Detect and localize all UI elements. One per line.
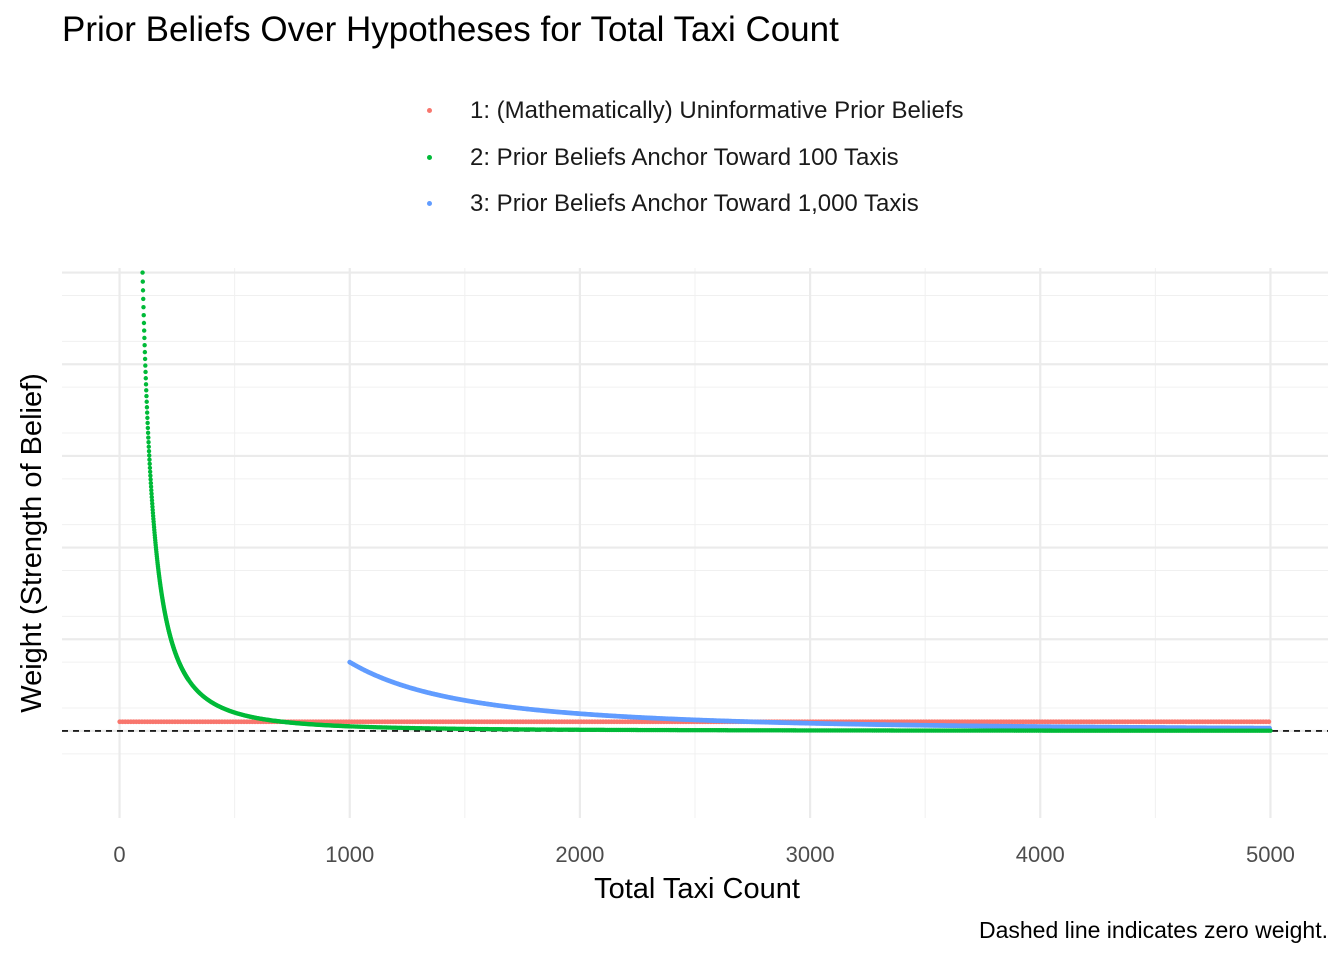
series-2-point: [143, 369, 148, 375]
series-2-point: [147, 465, 153, 471]
series-2-point: [141, 312, 146, 318]
legend-item-series-1: 1: (Mathematically) Uninformative Prior …: [420, 88, 964, 135]
y-axis-title: Weight (Strength of Belief): [16, 373, 48, 713]
legend-label-series-3: 3: Prior Beliefs Anchor Toward 1,000 Tax…: [470, 190, 919, 218]
series-2-point: [149, 488, 154, 493]
series-2-point: [148, 477, 153, 482]
series-2-point: [144, 410, 150, 415]
series-2-point: [142, 335, 147, 341]
series-2-point: [144, 388, 149, 393]
series-2-point: [149, 491, 154, 496]
series-2-point: [145, 415, 150, 421]
series-2-point: [146, 435, 151, 440]
legend-key-series-1: [420, 101, 440, 121]
series-2-point: [147, 453, 152, 458]
x-tick-labels: 0 1000 2000 3000 4000 5000: [113, 842, 1295, 867]
legend-label-series-1: 1: (Mathematically) Uninformative Prior …: [470, 97, 964, 125]
legend-label-series-2: 2: Prior Beliefs Anchor Toward 100 Taxis: [470, 143, 899, 171]
x-tick-label: 1000: [325, 842, 374, 867]
series-2-point: [146, 448, 152, 454]
series-2-point: [146, 440, 151, 445]
series-2-point: [141, 304, 146, 310]
chart-title: Prior Beliefs Over Hypotheses for Total …: [62, 10, 839, 49]
series-2-point: [144, 393, 149, 399]
series-2-point: [141, 320, 147, 326]
series-2-point: [144, 405, 150, 410]
x-tick-label: 5000: [1246, 842, 1295, 867]
series-2-point: [149, 498, 155, 503]
series-2-point: [147, 457, 152, 462]
series-2-point: [140, 270, 145, 275]
legend-item-series-3: 3: Prior Beliefs Anchor Toward 1,000 Tax…: [420, 181, 964, 228]
series-2-point: [142, 356, 148, 362]
series-2-point: [141, 328, 147, 333]
series-2-point: [146, 444, 151, 449]
series-2-point: [143, 376, 148, 381]
series-1-point: [1266, 719, 1272, 725]
series-2-point: [140, 288, 146, 293]
x-tick-label: 0: [113, 842, 125, 867]
series-2-point: [1268, 728, 1273, 733]
series-2-point: [144, 399, 149, 404]
series-2-point: [148, 480, 154, 486]
series-2-point: [147, 469, 153, 475]
series-2-point: [147, 461, 152, 467]
x-tick-label: 2000: [555, 842, 604, 867]
legend-key-series-3: [420, 194, 440, 214]
series-2-point: [142, 349, 148, 355]
series-2-point: [148, 484, 154, 489]
series-2-point: [142, 342, 147, 348]
legend-key-series-2: [420, 148, 440, 168]
series-2-point: [149, 494, 154, 500]
grid-major: [62, 268, 1328, 818]
series-2-point: [141, 296, 146, 302]
series-2-point: [145, 420, 150, 426]
x-axis-title: Total Taxi Count: [594, 873, 800, 905]
x-tick-label: 3000: [786, 842, 835, 867]
series-2-point: [145, 425, 151, 431]
series-2-point: [143, 382, 149, 387]
x-tick-label: 4000: [1016, 842, 1065, 867]
series-2-point: [145, 430, 151, 436]
series-layer: [117, 270, 1273, 733]
grid-minor: [62, 268, 1328, 818]
series-2-point: [150, 501, 155, 506]
series-2-point: [143, 363, 148, 368]
legend-item-series-2: 2: Prior Beliefs Anchor Toward 100 Taxis: [420, 135, 964, 182]
chart-caption: Dashed line indicates zero weight.: [978, 917, 1328, 943]
series-2-point: [140, 279, 145, 284]
series-2-point: [148, 473, 153, 478]
series-2-points: [140, 270, 1273, 733]
legend: 1: (Mathematically) Uninformative Prior …: [420, 88, 964, 228]
